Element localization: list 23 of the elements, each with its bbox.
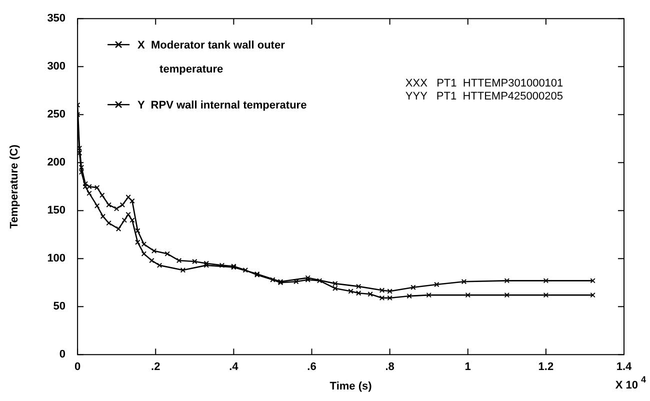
- x-tick-label: 0: [74, 361, 81, 374]
- annotation: YYY PT1 HTTEMP425000205: [405, 90, 563, 103]
- y-tick-label: 0: [59, 348, 66, 361]
- text: X 104: [615, 374, 646, 392]
- x-tick-label: .6: [307, 361, 316, 374]
- annotation: XXX PT1 HTTEMP301000101: [405, 78, 564, 90]
- y-tick-label: 100: [47, 252, 66, 265]
- x-tick-label: .4: [229, 361, 240, 374]
- x-tick-label: 1.2: [538, 361, 554, 374]
- x-tick-label: .8: [385, 361, 394, 374]
- x-tick-label: .2: [151, 361, 160, 374]
- y-tick-label: 150: [47, 204, 66, 217]
- y-tick-label: 250: [47, 108, 66, 121]
- x-axis-title: Time (s): [330, 380, 372, 392]
- x-tick-label: 1: [464, 361, 471, 374]
- y-tick-label: 200: [47, 156, 66, 169]
- legend-label: Y RPV wall internal temperature: [138, 100, 307, 112]
- legend-label: X Moderator tank wall outer temperature: [138, 40, 286, 76]
- y-tick-label: 300: [47, 60, 66, 73]
- x-tick-label: 1.4: [616, 361, 633, 374]
- y-tick-label: 350: [47, 12, 66, 25]
- y-axis-title: Temperature (C): [8, 144, 21, 229]
- y-tick-label: 50: [53, 300, 66, 313]
